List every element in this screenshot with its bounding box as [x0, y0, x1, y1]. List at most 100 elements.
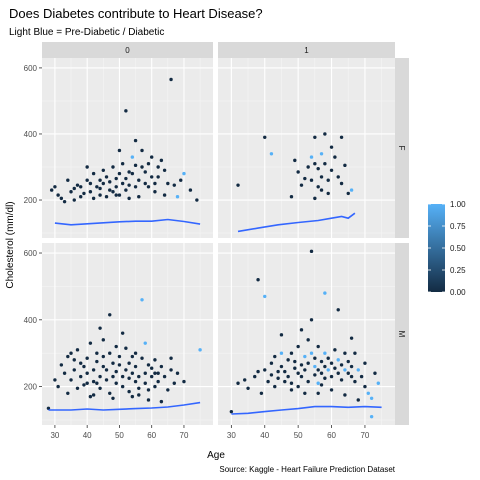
data-point	[289, 351, 294, 355]
colorbar-label: 0.50	[450, 244, 466, 253]
data-point	[289, 195, 294, 199]
data-point	[143, 170, 147, 174]
data-point	[269, 373, 274, 377]
data-point	[153, 181, 157, 186]
panel-grid: 0 1 F M	[42, 42, 409, 425]
data-point	[101, 338, 106, 342]
data-point	[329, 168, 334, 172]
data-point	[117, 363, 122, 367]
data-point	[62, 371, 67, 375]
data-point	[159, 158, 164, 163]
data-point	[236, 381, 240, 385]
data-point	[346, 191, 350, 196]
x-tick-label: 50	[115, 431, 124, 440]
data-point	[293, 158, 297, 163]
data-point	[373, 371, 377, 375]
chart-caption: Source: Kaggle - Heart Failure Predictio…	[219, 465, 395, 474]
data-point	[56, 193, 60, 197]
data-point	[169, 368, 173, 372]
data-point	[303, 368, 307, 372]
facet-strip-row-label: M	[397, 331, 406, 338]
data-point	[88, 341, 93, 345]
data-point	[72, 198, 76, 202]
data-point	[309, 155, 314, 159]
data-point	[104, 175, 109, 179]
data-point	[72, 358, 76, 362]
data-point	[276, 369, 280, 374]
data-point	[198, 348, 202, 352]
panel-background	[42, 243, 213, 425]
data-point	[339, 378, 344, 382]
data-point	[162, 193, 167, 197]
data-point	[69, 378, 73, 382]
data-point	[188, 188, 193, 192]
data-point	[323, 376, 327, 380]
data-point	[149, 374, 154, 379]
data-point	[101, 181, 106, 186]
data-point	[353, 379, 357, 384]
data-point	[299, 183, 304, 187]
data-point	[53, 378, 57, 382]
smooth-line	[54, 218, 201, 226]
data-point	[69, 351, 73, 355]
data-point	[269, 152, 274, 156]
data-point	[313, 135, 317, 139]
panel	[218, 58, 395, 238]
axes: 30 40 50 60 70 30 40 50 60 70 200 400 600 200 400 600	[24, 64, 370, 440]
color-legend: 1.00 0.75 0.50 0.25 0.00	[428, 200, 466, 297]
data-point	[309, 351, 314, 355]
x-axis-title: Age	[207, 450, 225, 461]
data-point	[343, 351, 347, 355]
y-tick-label: 400	[24, 316, 38, 325]
data-point	[140, 356, 144, 360]
data-point	[339, 135, 344, 139]
data-point	[175, 371, 180, 375]
data-point	[306, 165, 310, 169]
data-point	[130, 155, 135, 159]
data-point	[108, 180, 112, 184]
data-point	[127, 170, 131, 174]
data-point	[124, 188, 128, 192]
data-point	[303, 176, 307, 181]
data-point	[124, 368, 128, 372]
data-point	[149, 366, 154, 370]
data-point	[140, 165, 144, 169]
data-point	[66, 391, 70, 395]
data-point	[162, 374, 167, 379]
data-point	[137, 393, 141, 397]
data-point	[263, 135, 267, 139]
colorbar-label: 0.00	[450, 288, 466, 297]
data-point	[101, 168, 106, 172]
data-point	[117, 193, 122, 197]
data-point	[369, 396, 374, 400]
data-point	[120, 384, 125, 389]
data-point	[306, 361, 310, 365]
data-point	[114, 381, 118, 385]
data-point	[289, 388, 294, 392]
data-point	[98, 326, 102, 330]
data-point	[182, 379, 186, 384]
data-point	[349, 374, 354, 379]
colorbar	[428, 204, 445, 292]
data-point	[256, 278, 260, 282]
data-point	[59, 196, 64, 201]
data-point	[309, 178, 314, 182]
data-point	[299, 328, 304, 332]
data-point	[111, 361, 115, 365]
data-point	[117, 354, 122, 359]
data-point	[153, 384, 157, 389]
data-point	[323, 364, 327, 369]
data-point	[88, 394, 93, 399]
x-tick-label: 50	[294, 431, 303, 440]
data-point	[79, 195, 83, 199]
data-point	[75, 386, 80, 390]
data-point	[153, 190, 157, 194]
data-point	[108, 391, 112, 395]
data-point	[133, 351, 138, 355]
data-point	[133, 138, 138, 143]
facet-strip-col	[218, 42, 395, 58]
data-point	[53, 185, 57, 189]
data-point	[329, 388, 334, 392]
data-point	[137, 374, 141, 379]
